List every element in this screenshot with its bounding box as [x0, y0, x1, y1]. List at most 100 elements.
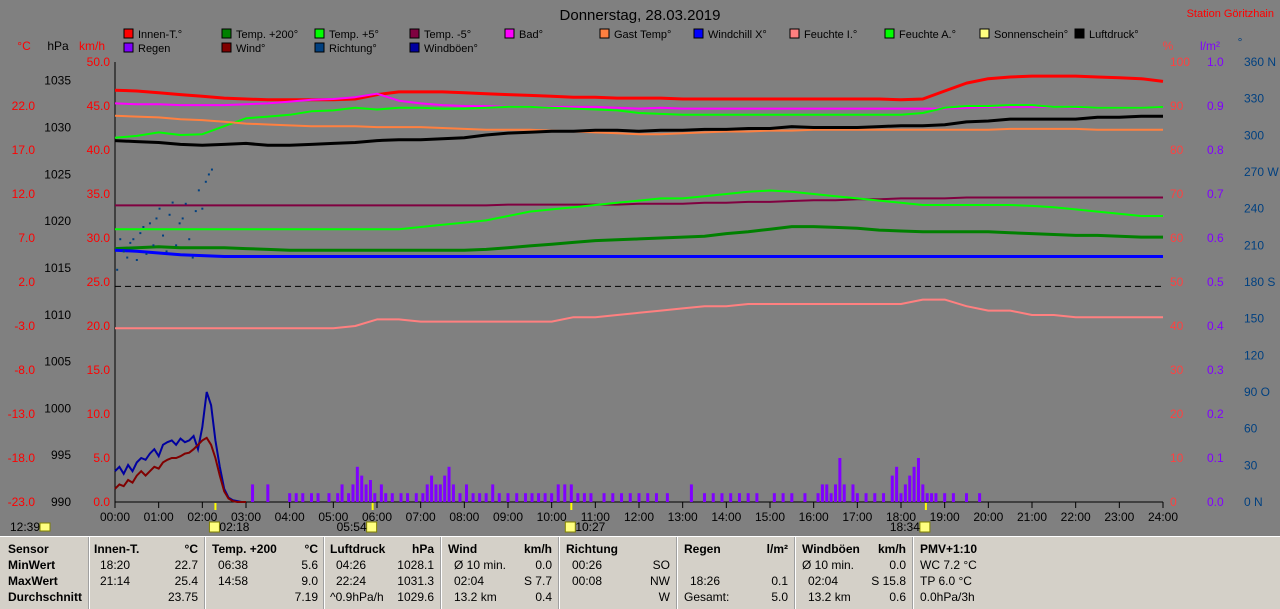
- legend-swatch: [314, 42, 325, 53]
- legend-swatch: [504, 28, 515, 39]
- rain-bar: [711, 493, 715, 502]
- pressure-axis-unit: hPa: [47, 39, 69, 53]
- richtung-r3-value: W: [658, 590, 670, 604]
- direction-point: [165, 250, 168, 253]
- direction-tick-label: 120: [1244, 348, 1264, 362]
- rain-bar: [746, 493, 750, 502]
- series-line-windchill-x-: [114, 248, 1163, 258]
- direction-point: [129, 241, 132, 244]
- rain-bar: [414, 493, 418, 502]
- legend-label: Temp. +200°: [236, 29, 298, 41]
- rain-bar: [360, 475, 364, 502]
- pmv-pressure-trend: 0.0hPa/3h: [920, 590, 975, 604]
- temp-tick-label: -18.0: [8, 451, 36, 465]
- direction-point: [178, 222, 181, 225]
- rain-bar: [438, 484, 442, 502]
- rain-tick-label: 0.1: [1207, 451, 1224, 465]
- temp-tick-label: 12.0: [12, 187, 36, 201]
- legend-label: Windböen°: [424, 43, 478, 55]
- rain-bar: [825, 484, 829, 502]
- legend-swatch: [221, 42, 232, 53]
- temp200-avg-value: 7.19: [294, 590, 318, 604]
- innen-max-value: 25.4: [174, 574, 198, 588]
- humidity-tick-label: 60: [1170, 231, 1184, 245]
- rain-bar: [351, 484, 355, 502]
- rain-bar: [838, 458, 842, 502]
- regen-unit: l/m²: [766, 542, 788, 556]
- wind-tick-label: 15.0: [87, 363, 111, 377]
- direction-axis-unit: °: [1238, 35, 1243, 49]
- wind-tick-label: 45.0: [87, 99, 111, 113]
- x-tick-label: 22:00: [1061, 510, 1091, 524]
- sun-event-icon: [208, 521, 220, 533]
- direction-tick-label: 270 W: [1244, 165, 1279, 179]
- rain-bar: [355, 466, 359, 502]
- legend-label: Richtung°: [329, 43, 377, 55]
- rain-bar: [873, 493, 877, 502]
- direction-tick-label: 0 N: [1244, 495, 1263, 509]
- rain-tick-label: 0.5: [1207, 275, 1224, 289]
- rain-bar: [646, 493, 650, 502]
- x-tick-label: 06:00: [362, 510, 392, 524]
- direction-tick-label: 180 S: [1244, 275, 1275, 289]
- stats-innen-temp: Innen-T. °C 18:20 22.7 21:14 25.4 23.75: [94, 541, 198, 605]
- wind-tick-label: 5.0: [93, 451, 110, 465]
- rain-bar: [515, 493, 519, 502]
- rain-bar: [556, 484, 560, 502]
- wind-axis-unit: km/h: [79, 39, 105, 53]
- rain-bar: [842, 484, 846, 502]
- x-tick-label: 15:00: [755, 510, 785, 524]
- rain-bar: [384, 493, 388, 502]
- direction-point: [155, 217, 158, 220]
- wind-tick-label: 35.0: [87, 187, 111, 201]
- wind-tick-label: 0.0: [93, 495, 110, 509]
- rain-bar: [465, 484, 469, 502]
- legend-label: Sonnenschein°: [994, 29, 1068, 41]
- windboeen-avg10-value: 0.0: [889, 558, 906, 572]
- richtung-r2-time: 00:08: [572, 574, 603, 588]
- max-label: MaxWert: [8, 574, 58, 588]
- rain-bar: [654, 493, 658, 502]
- rain-bar: [602, 493, 606, 502]
- series-line-luftdruck-: [114, 114, 1163, 147]
- regen-max-value: 0.1: [771, 574, 788, 588]
- direction-tick-label: 300: [1244, 128, 1264, 142]
- x-tick-label: 05:00: [318, 510, 348, 524]
- rain-bar: [563, 484, 567, 502]
- sensor-label: Sensor: [8, 542, 49, 556]
- rain-bar: [421, 493, 425, 502]
- rain-bar: [550, 493, 554, 502]
- direction-tick-label: 360 N: [1244, 55, 1276, 69]
- rain-bar: [451, 484, 455, 502]
- rain-tick-label: 0.6: [1207, 231, 1224, 245]
- humidity-tick-label: 10: [1170, 451, 1184, 465]
- direction-point: [158, 207, 161, 210]
- windboeen-avg-value: 0.6: [889, 590, 906, 604]
- regen-title: Regen: [684, 542, 721, 556]
- humidity-tick-label: 70: [1170, 187, 1184, 201]
- regen-total-value: 5.0: [771, 590, 788, 604]
- rain-bar: [364, 484, 368, 502]
- pmv-windchill: WC 7.2 °C: [920, 558, 977, 572]
- rain-bar: [864, 493, 868, 502]
- humidity-tick-label: 50: [1170, 275, 1184, 289]
- rain-bar: [611, 493, 615, 502]
- direction-point: [207, 173, 210, 176]
- rain-bar: [834, 484, 837, 502]
- stats-pmv: PMV+1:10 WC 7.2 °C TP 6.0 °C 0.0hPa/3h: [920, 541, 1030, 605]
- wind-tick-label: 20.0: [87, 319, 111, 333]
- humidity-axis-unit: %: [1163, 39, 1174, 53]
- rain-tick-label: 0.2: [1207, 407, 1224, 421]
- legend-swatch: [979, 28, 990, 39]
- rain-bar: [720, 493, 724, 502]
- pmv-dewpoint: TP 6.0 °C: [920, 574, 972, 588]
- temp-tick-label: 7.0: [18, 231, 35, 245]
- rain-bar: [951, 493, 955, 502]
- rain-bar: [425, 484, 429, 502]
- legend-label: Temp. -5°: [424, 29, 471, 41]
- innen-min-time: 18:20: [100, 558, 131, 572]
- direction-point: [181, 217, 184, 220]
- rain-bar: [368, 480, 372, 502]
- rain-bar: [903, 484, 907, 502]
- wind-tick-label: 50.0: [87, 55, 111, 69]
